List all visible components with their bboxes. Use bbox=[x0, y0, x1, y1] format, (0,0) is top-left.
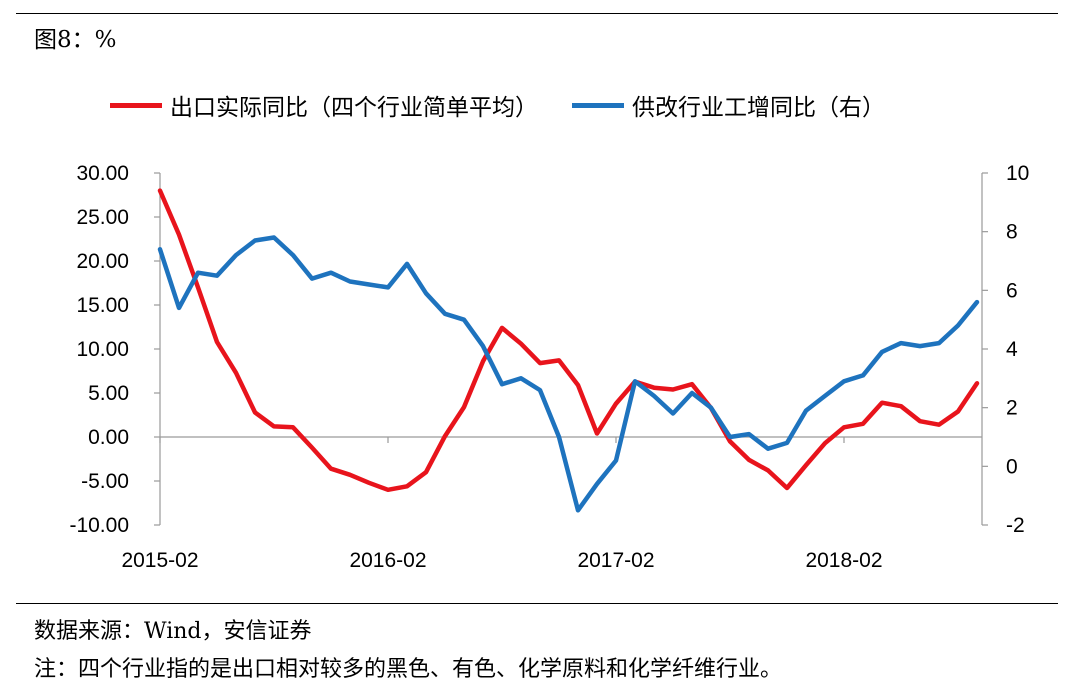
series-line-industry bbox=[157, 235, 980, 513]
chart-legend: 出口实际同比（四个行业简单平均） 供改行业工增同比（右） bbox=[110, 88, 919, 122]
data-source: 数据来源：Wind，安信证券 bbox=[34, 619, 312, 644]
legend-swatch-export bbox=[110, 102, 162, 108]
legend-item-industry: 供改行业工增同比（右） bbox=[572, 88, 885, 122]
figure-title: 图8：% bbox=[34, 27, 117, 53]
series-line-export bbox=[157, 188, 980, 493]
right-tick-label: 8 bbox=[1006, 221, 1018, 244]
left-tick-label: 15.00 bbox=[76, 294, 129, 317]
legend-item-export: 出口实际同比（四个行业简单平均） bbox=[110, 88, 538, 122]
figure-note: 注：四个行业指的是出口相对较多的黑色、有色、化学原料和化学纤维行业。 bbox=[34, 657, 783, 682]
right-tick-label: 6 bbox=[1006, 279, 1018, 302]
x-tick-label: 2016-02 bbox=[349, 549, 426, 572]
right-tick-label: 4 bbox=[1006, 338, 1018, 361]
right-tick-label: 10 bbox=[1006, 162, 1029, 185]
legend-label-industry: 供改行业工增同比（右） bbox=[632, 95, 885, 121]
left-tick-label: 30.00 bbox=[76, 162, 129, 185]
left-tick-label: -10.00 bbox=[69, 514, 129, 537]
left-tick-label: 25.00 bbox=[76, 206, 129, 229]
x-tick-label: 2018-02 bbox=[805, 549, 882, 572]
x-tick-label: 2017-02 bbox=[577, 549, 654, 572]
legend-label-export: 出口实际同比（四个行业简单平均） bbox=[170, 95, 538, 121]
left-tick-label: -5.00 bbox=[81, 470, 129, 493]
top-rule bbox=[16, 13, 1058, 14]
left-tick-label: 5.00 bbox=[88, 382, 129, 405]
left-tick-label: 0.00 bbox=[88, 426, 129, 449]
bottom-rule bbox=[16, 603, 1058, 604]
right-tick-label: 0 bbox=[1006, 455, 1018, 478]
left-tick-label: 10.00 bbox=[76, 338, 129, 361]
right-tick-label: -2 bbox=[1006, 514, 1025, 537]
right-tick-label: 2 bbox=[1006, 397, 1018, 420]
legend-swatch-industry bbox=[572, 102, 624, 108]
left-tick-label: 20.00 bbox=[76, 250, 129, 273]
x-tick-label: 2015-02 bbox=[121, 549, 198, 572]
line-chart: 30.00 25.00 20.00 15.00 10.00 5.00 0.00 -5.00 -1… bbox=[69, 162, 1029, 572]
